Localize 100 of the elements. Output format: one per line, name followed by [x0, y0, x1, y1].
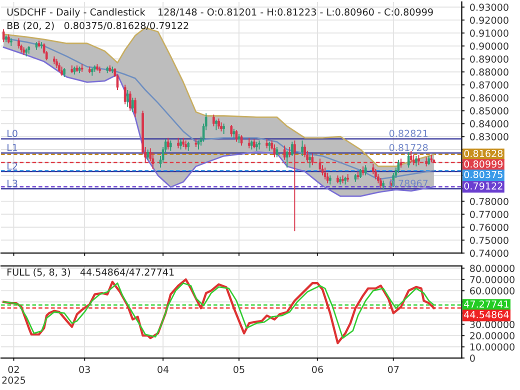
candlestick: [58, 62, 60, 72]
y-tick-label: 10.00000: [470, 343, 514, 351]
candlestick: [56, 58, 58, 68]
annotation: 0.82821: [389, 130, 428, 138]
y-tick-label: 0.74000: [470, 250, 508, 257]
candlestick: [2, 28, 5, 43]
candlestick: [382, 180, 384, 190]
candlestick: [187, 141, 190, 152]
x-tick-label: 06: [312, 366, 323, 374]
y-tick-label: 0.88000: [470, 68, 508, 76]
ref-line-label: L0: [8, 130, 18, 138]
candlestick: [328, 174, 332, 185]
candlestick: [290, 141, 294, 156]
candlestick: [258, 140, 260, 150]
candlestick: [212, 114, 215, 127]
y-tick-label: 0.89000: [470, 55, 508, 63]
x-tick-label: 02 2025: [2, 366, 26, 384]
chart-title: FULL (5, 8, 3) 44.54864/47.27741: [8, 268, 174, 277]
y-tick-label: 70.00000: [470, 276, 514, 284]
candlestick: [184, 140, 187, 150]
ref-line-label: 0.79122: [464, 182, 502, 190]
candlestick: [230, 124, 233, 138]
candlestick: [238, 134, 240, 144]
candlestick: [132, 97, 134, 112]
candlestick: [177, 137, 180, 149]
y-tick-label: 0.84000: [470, 120, 508, 128]
candlestick: [253, 138, 256, 149]
y-tick-label: 0.93000: [470, 4, 508, 11]
ref-line-label: 44.54864: [464, 310, 509, 318]
candlestick: [256, 141, 258, 152]
candlestick: [220, 122, 222, 132]
ref-line-label: 0.80375: [464, 170, 502, 178]
y-tick-label: 0.91000: [470, 30, 508, 37]
y-tick-label: 0.77000: [470, 210, 508, 218]
y-tick-label: 0.90000: [470, 42, 508, 50]
y-tick-label: 0.85000: [470, 107, 508, 114]
candlestick: [407, 152, 410, 168]
x-tick-label: 04: [158, 366, 169, 374]
y-tick-label: 0.83000: [470, 133, 508, 140]
ref-line-label: 47.27741: [464, 300, 508, 308]
candlestick: [301, 140, 304, 156]
candlestick: [197, 140, 200, 150]
candlestick: [166, 137, 170, 150]
y-tick-label: 0.92000: [470, 16, 508, 24]
y-tick-label: 0.78000: [470, 198, 508, 206]
x-tick-label: 07: [388, 366, 399, 374]
candlestick: [276, 146, 278, 158]
x-tick-label: 03: [79, 366, 90, 374]
candlestick: [362, 166, 364, 176]
candlestick: [215, 119, 218, 131]
candlestick: [222, 123, 225, 134]
candlestick: [18, 38, 20, 50]
candlestick: [126, 90, 129, 108]
candlestick: [248, 137, 250, 149]
y-tick-label: 30.00000: [470, 320, 514, 328]
candlestick: [182, 137, 184, 148]
candlestick: [218, 118, 220, 130]
candlestick: [380, 178, 382, 189]
annotation: 0.81728: [389, 144, 428, 152]
y-tick-label: 0.87000: [470, 81, 508, 89]
ref-line-label: L2: [8, 162, 18, 170]
x-tick-label: 05: [234, 366, 244, 374]
candlestick: [268, 141, 271, 152]
candlestick: [283, 145, 286, 160]
candlestick: [266, 138, 268, 149]
candlestick: [428, 156, 430, 166]
candlestick: [180, 138, 182, 150]
ref-line-label: 0.80999: [464, 160, 503, 168]
candlestick: [146, 149, 150, 160]
candlestick: [60, 66, 63, 76]
text: USDCHF - Daily - Candlestick 128/148 - O:0.81201 - H:0.81223 - L:0.80960 - C:0.80999: [7, 8, 433, 18]
candlestick: [169, 140, 172, 152]
candlestick: [128, 90, 132, 112]
candlestick: [232, 128, 236, 138]
candlestick: [7, 34, 10, 44]
ref-line-label: 0.81628: [464, 150, 503, 158]
candlestick: [308, 154, 312, 168]
candlestick: [63, 67, 66, 78]
ref-line-label: L3: [8, 180, 18, 187]
candlestick: [288, 146, 291, 158]
text: BB (20, 2) 0.80375/0.81628/0.79122: [8, 22, 188, 30]
candlestick: [359, 168, 362, 179]
candlestick: [415, 156, 418, 167]
candlestick: [235, 130, 238, 142]
candlestick: [273, 144, 276, 158]
ref-line-label: L1: [8, 144, 18, 152]
y-tick-label: 60.00000: [470, 287, 514, 294]
candlestick: [374, 168, 377, 180]
y-tick-label: 0.76000: [470, 224, 508, 231]
y-tick-label: 0.86000: [470, 94, 508, 102]
candlestick: [124, 84, 126, 105]
candlestick: [240, 134, 243, 146]
y-tick-label: 0: [470, 354, 475, 362]
candlestick: [324, 167, 326, 180]
y-tick-label: 0.75000: [470, 236, 508, 244]
candlestick: [286, 150, 288, 168]
y-tick-label: 20.00000: [470, 332, 514, 340]
y-tick-label: 80.00000: [470, 264, 514, 272]
candlestick: [134, 97, 136, 118]
candlestick: [364, 164, 367, 176]
